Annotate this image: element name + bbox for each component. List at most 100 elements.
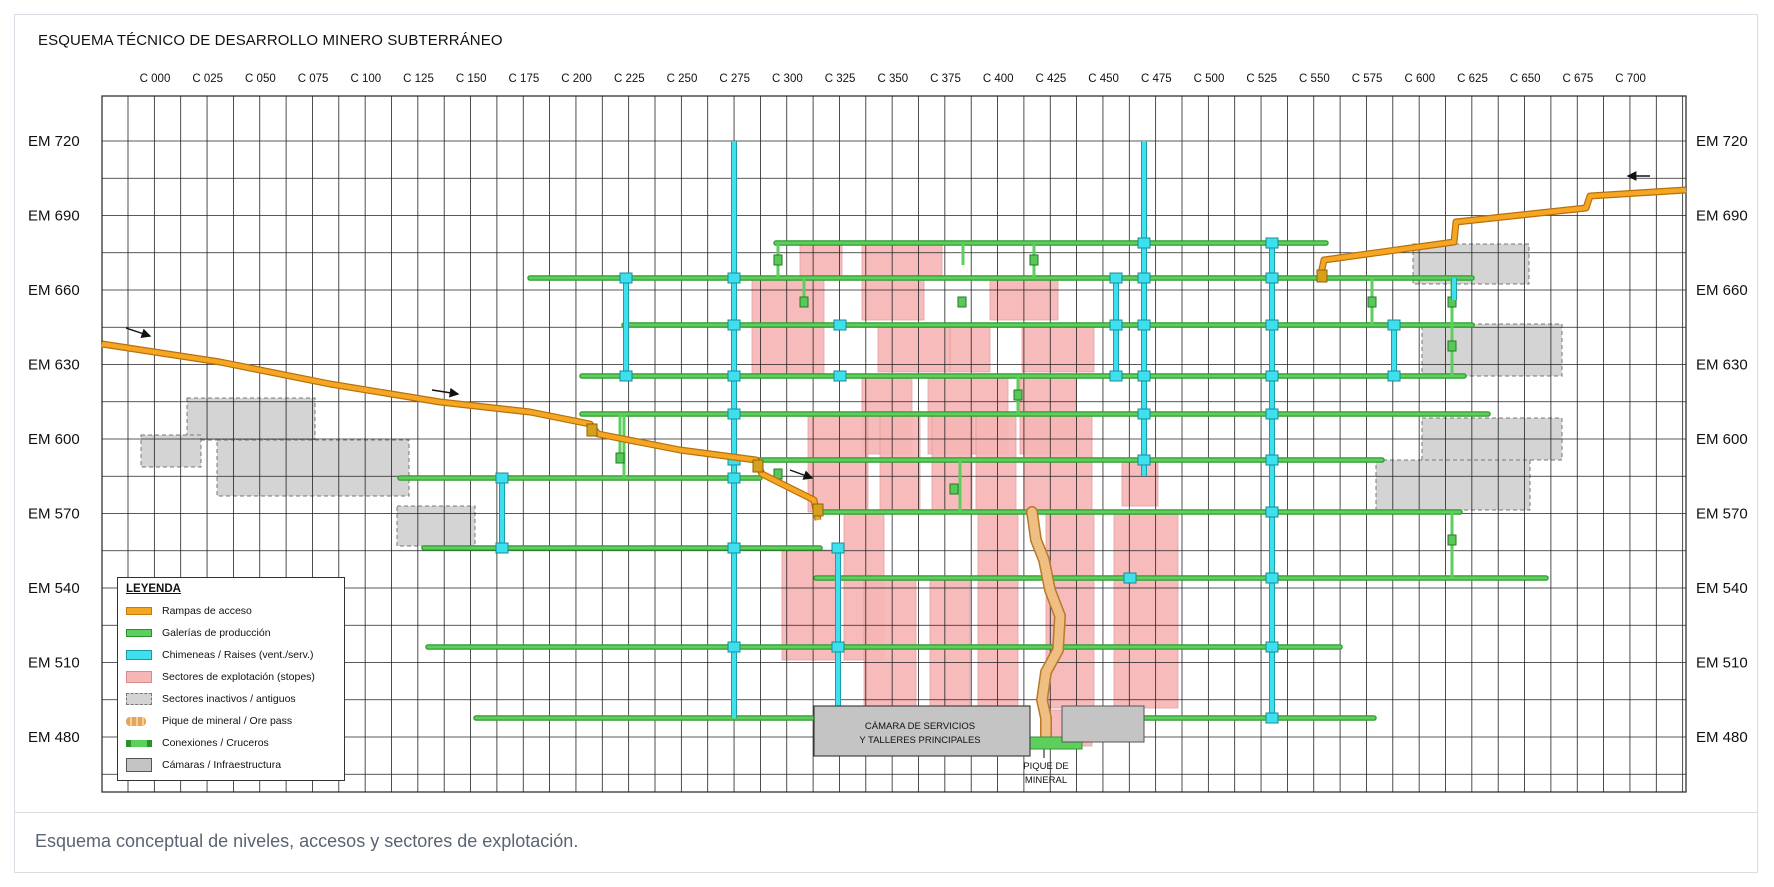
ore-pass — [1027, 507, 1065, 747]
raise-node — [833, 370, 847, 382]
column-label: C 300 — [772, 73, 803, 85]
column-label: C 050 — [245, 73, 276, 85]
access-ramps — [101, 171, 1687, 521]
column-label: C 025 — [192, 73, 223, 85]
legend-item-inactive: Sectores inactivos / antiguos — [126, 691, 296, 707]
level-label-left: EM 690 — [28, 208, 80, 225]
stope-sector — [975, 415, 1017, 513]
connection-node — [1367, 296, 1377, 308]
inactive-swatch-icon — [126, 693, 152, 705]
column-label: C 675 — [1563, 73, 1594, 85]
chamber-label-line2: Y TALLERES PRINCIPALES — [859, 735, 980, 746]
inactive-sector — [1375, 459, 1531, 511]
column-label: C 475 — [1141, 73, 1172, 85]
column-label: C 650 — [1510, 73, 1541, 85]
legend: LEYENDA Rampas de acceso Galerías de pro… — [117, 577, 345, 781]
raise-node — [727, 641, 741, 653]
chamber-swatch-icon — [126, 758, 152, 772]
inactive-sector — [396, 505, 476, 547]
raise-node — [727, 272, 741, 284]
connection-node — [773, 254, 783, 266]
raise-node — [619, 272, 633, 284]
column-label: C 375 — [930, 73, 961, 85]
legend-title: LEYENDA — [126, 583, 181, 595]
level-label-left: EM 660 — [28, 282, 80, 299]
stope-sector — [1023, 415, 1093, 513]
stope-swatch-icon — [126, 671, 152, 683]
raise-node — [1387, 370, 1401, 382]
ramp-junction — [752, 459, 764, 473]
column-label: C 450 — [1088, 73, 1119, 85]
legend-label: Sectores inactivos / antiguos — [162, 693, 296, 705]
grid-border — [101, 95, 1687, 793]
raise-node — [1109, 319, 1123, 331]
raise-node — [727, 319, 741, 331]
level-label-right: EM 630 — [1696, 357, 1748, 374]
level-label-left: EM 480 — [28, 729, 80, 746]
ramp-junction — [586, 423, 598, 437]
connection-node — [957, 296, 967, 308]
raise-node — [1265, 272, 1279, 284]
direction-arrow-icon — [431, 387, 460, 398]
column-label: C 700 — [1615, 73, 1646, 85]
level-label-left: EM 600 — [28, 431, 80, 448]
column-label: C 625 — [1457, 73, 1488, 85]
raise-node — [1109, 272, 1123, 284]
raise-node — [1137, 272, 1151, 284]
legend-label: Cámaras / Infraestructura — [162, 759, 282, 771]
column-label: C 350 — [877, 73, 908, 85]
raise-node — [1265, 408, 1279, 420]
raise-node — [495, 542, 509, 554]
raise-node — [495, 472, 509, 484]
raise-node — [1265, 237, 1279, 249]
column-label: C 400 — [983, 73, 1014, 85]
column-label: C 525 — [1246, 73, 1277, 85]
legend-item-raise: Chimeneas / Raises (vent./serv.) — [126, 647, 314, 663]
raise-node — [1265, 641, 1279, 653]
level-label-left: EM 540 — [28, 580, 80, 597]
column-label: C 075 — [298, 73, 329, 85]
connection-node — [799, 296, 809, 308]
column-label: C 275 — [719, 73, 750, 85]
level-label-left: EM 630 — [28, 357, 80, 374]
level-label-right: EM 480 — [1696, 729, 1748, 746]
raises — [495, 141, 1457, 724]
connection-node — [1447, 340, 1457, 352]
direction-arrow-icon — [789, 469, 814, 480]
column-label: C 425 — [1036, 73, 1067, 85]
level-label-right: EM 510 — [1696, 655, 1748, 672]
raise-swatch-icon — [126, 650, 152, 660]
legend-label: Chimeneas / Raises (vent./serv.) — [162, 649, 314, 661]
legend-item-orepass: Pique de mineral / Ore pass — [126, 713, 292, 729]
caption-bar — [14, 812, 1758, 874]
stope-sector — [879, 415, 921, 513]
raise-node — [1137, 370, 1151, 382]
ore-pass-label-line2: MINERAL — [1025, 775, 1067, 786]
legend-label: Conexiones / Cruceros — [162, 737, 269, 749]
stope-sector — [863, 577, 917, 709]
stope-sector — [861, 279, 925, 321]
column-label: C 600 — [1404, 73, 1435, 85]
ore-pass-label-line1: PIQUE DE — [1023, 761, 1068, 772]
connection-node — [615, 452, 625, 464]
raise-node — [1109, 370, 1123, 382]
raise-node — [727, 472, 741, 484]
column-label: C 250 — [667, 73, 698, 85]
stope-sector — [977, 509, 1019, 709]
connection-swatch-icon — [126, 739, 152, 747]
level-label-left: EM 570 — [28, 506, 80, 523]
level-label-right: EM 660 — [1696, 282, 1748, 299]
raise-node — [1137, 454, 1151, 466]
column-label: C 100 — [350, 73, 381, 85]
raise-node — [831, 641, 845, 653]
chamber-label-line1: CÁMARA DE SERVICIOS — [865, 721, 975, 732]
connection-node — [1029, 254, 1039, 266]
stope-sector — [807, 415, 869, 513]
raise-node — [1265, 572, 1279, 584]
level-label-left: EM 510 — [28, 655, 80, 672]
orepass-swatch-icon — [126, 716, 146, 726]
level-label-right: EM 600 — [1696, 431, 1748, 448]
raise-node — [1137, 319, 1151, 331]
raise-node — [1265, 319, 1279, 331]
